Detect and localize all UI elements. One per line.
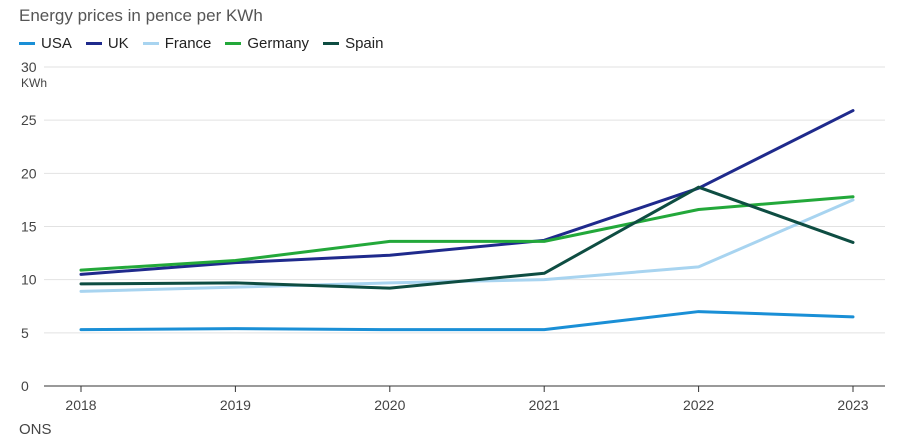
legend-swatch-france [142, 42, 159, 45]
x-tick-label: 2018 [65, 397, 96, 413]
legend-item-spain: Spain [323, 35, 383, 52]
y-tick-label: 25 [21, 112, 37, 128]
source-label: ONS [19, 421, 52, 438]
x-tick-label: 2022 [683, 397, 714, 413]
legend-label-germany: Germany [247, 35, 310, 52]
x-tick-label: 2021 [529, 397, 560, 413]
legend-swatch-spain [323, 42, 340, 45]
y-tick-label: 30 [21, 59, 37, 75]
legend-item-germany: Germany [225, 35, 309, 52]
x-tick-label: 2023 [837, 397, 868, 413]
series-line-germany [79, 195, 855, 272]
series-line-usa [79, 310, 855, 332]
chart-title: Energy prices in pence per KWh [19, 6, 263, 25]
legend-label-spain: Spain [345, 35, 384, 52]
legend-item-usa: USA [19, 35, 72, 52]
x-tick-label: 2020 [374, 397, 405, 413]
legend-swatch-germany [225, 42, 242, 45]
series-line-france [79, 198, 855, 293]
y-tick-label: 0 [21, 378, 29, 394]
y-tick-label: 15 [21, 219, 37, 235]
y-tick-label: 5 [21, 325, 29, 341]
legend-label-uk: UK [107, 35, 129, 52]
x-tick-label: 2019 [220, 397, 251, 413]
legend-swatch-usa [19, 42, 35, 45]
series-line-spain [79, 185, 855, 290]
legend-swatch-uk [85, 42, 102, 45]
y-tick-label: 10 [21, 272, 37, 288]
y-tick-label: 20 [21, 165, 37, 181]
legend-item-france: France [142, 35, 212, 52]
legend-label-france: France [164, 35, 212, 52]
legend: USA UK France Germany Spain [19, 35, 383, 52]
legend-item-uk: UK [85, 35, 129, 52]
series-line-uk [79, 109, 855, 276]
legend-label-usa: USA [41, 35, 72, 52]
y-axis-unit-label: KWh [21, 76, 47, 90]
